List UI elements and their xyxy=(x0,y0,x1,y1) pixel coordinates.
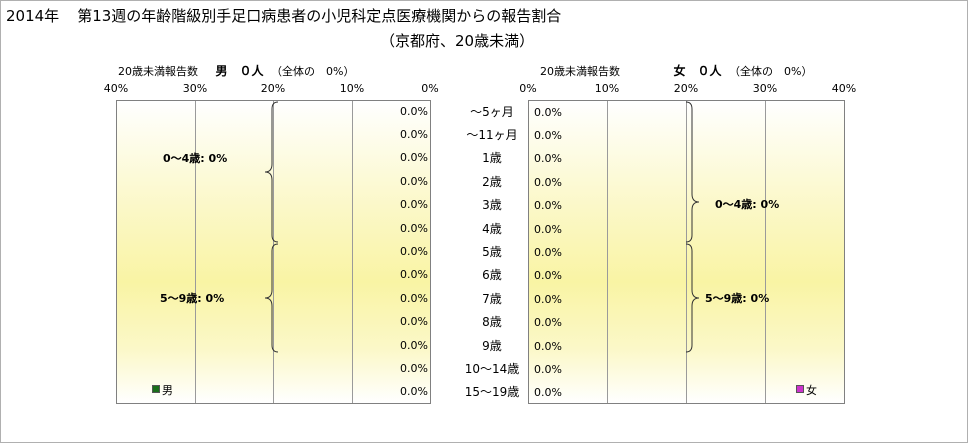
female-legend-label: 女 xyxy=(806,384,817,397)
female-legend: 女 xyxy=(796,382,817,398)
male-header-share: （全体の 0%） xyxy=(271,65,355,78)
male-value-label: 0.0% xyxy=(400,174,428,188)
female-gridline-10 xyxy=(607,101,608,403)
female-tick-10: 10% xyxy=(594,82,620,95)
female-value-label: 0.0% xyxy=(534,246,562,259)
female-value-label: 0.0% xyxy=(534,362,562,376)
female-value-label: 0.0% xyxy=(534,269,562,283)
male-plot-area xyxy=(116,100,431,404)
male-value-label: 0.0% xyxy=(400,198,428,212)
chart-title: 2014年 第13週の年齢階級別手足口病患者の小児科定点医療機関からの報告割合 xyxy=(6,5,561,26)
female-header: 20歳未満報告数 女 ０人 （全体の 0%） xyxy=(540,62,812,79)
female-header-count: 女 ０人 xyxy=(673,64,722,78)
age-category-label: 2歳 xyxy=(482,174,502,189)
female-plot-area xyxy=(528,100,845,404)
male-value-label: 0.0% xyxy=(400,361,428,375)
female-value-label: 0.0% xyxy=(534,386,562,400)
female-value-label: 0.0% xyxy=(534,222,562,236)
female-tick-20: 20% xyxy=(673,82,699,95)
male-legend-label: 男 xyxy=(162,384,173,397)
female-legend-swatch xyxy=(796,385,804,393)
female-value-label: 0.0% xyxy=(534,292,562,306)
male-value-label: 0.0% xyxy=(400,128,428,142)
age-category-label: 7歳 xyxy=(482,291,502,306)
title-main: 第13週の年齢階級別手足口病患者の小児科定点医療機関からの報告割合 xyxy=(77,7,562,25)
female-header-share: （全体の 0%） xyxy=(729,65,813,78)
male-group-0-4-label: 0～4歳: 0% xyxy=(163,152,228,165)
age-category-label: 8歳 xyxy=(482,315,502,330)
age-category-label: 6歳 xyxy=(482,268,502,283)
female-group-5-9-label: 5～9歳: 0% xyxy=(705,292,770,305)
male-brace-5-9 xyxy=(264,243,279,353)
age-category-label: 4歳 xyxy=(482,221,502,236)
male-gridline-20 xyxy=(273,101,274,403)
female-value-label: 0.0% xyxy=(534,129,562,143)
male-tick-30: 30% xyxy=(182,82,208,95)
female-value-label: 0.0% xyxy=(534,175,562,189)
male-legend: 男 xyxy=(152,382,173,398)
male-tick-40: 40% xyxy=(103,82,129,95)
male-header-label: 20歳未満報告数 xyxy=(118,65,198,78)
age-category-label: 3歳 xyxy=(482,198,502,213)
male-value-label: 0.0% xyxy=(400,268,428,282)
title-year: 2014年 xyxy=(6,7,60,25)
age-category-label: 10～14歳 xyxy=(464,361,520,376)
female-value-label: 0.0% xyxy=(534,105,562,119)
female-tick-30: 30% xyxy=(752,82,778,95)
male-tick-10: 10% xyxy=(339,82,365,95)
female-tick-0: 0% xyxy=(519,82,537,95)
male-tick-0: 0% xyxy=(421,82,439,95)
female-value-label: 0.0% xyxy=(534,316,562,330)
male-value-label: 0.0% xyxy=(400,291,428,305)
male-group-5-9-label: 5～9歳: 0% xyxy=(160,292,225,305)
age-category-label: ～11ヶ月 xyxy=(466,128,518,143)
age-category-label: 1歳 xyxy=(482,151,502,166)
female-tick-40: 40% xyxy=(831,82,857,95)
female-value-label: 0.0% xyxy=(534,199,562,213)
female-header-label: 20歳未満報告数 xyxy=(540,65,620,78)
female-gridline-20 xyxy=(686,101,687,403)
male-gridline-10 xyxy=(352,101,353,403)
male-tick-20: 20% xyxy=(260,82,286,95)
male-brace-0-4 xyxy=(264,101,279,243)
female-value-label: 0.0% xyxy=(534,152,562,166)
age-category-label: ～5ヶ月 xyxy=(470,104,514,119)
male-value-label: 0.0% xyxy=(400,385,428,399)
age-category-label: 5歳 xyxy=(482,245,502,259)
age-category-label: 9歳 xyxy=(482,338,502,353)
female-brace-5-9 xyxy=(685,243,700,353)
male-value-label: 0.0% xyxy=(400,104,428,118)
chart-subtitle: （京都府、20歳未満） xyxy=(380,32,535,50)
male-value-label: 0.0% xyxy=(400,221,428,235)
male-value-label: 0.0% xyxy=(400,151,428,165)
age-category-label: 15～19歳 xyxy=(464,385,520,400)
male-value-label: 0.0% xyxy=(400,245,428,258)
female-gridline-30 xyxy=(765,101,766,403)
female-brace-0-4 xyxy=(685,101,700,243)
male-value-label: 0.0% xyxy=(400,315,428,329)
male-header: 20歳未満報告数 男 ０人 （全体の 0%） xyxy=(118,62,354,79)
male-header-count: 男 ０人 xyxy=(215,64,264,78)
male-value-label: 0.0% xyxy=(400,338,428,352)
male-gridline-30 xyxy=(195,101,196,403)
female-group-0-4-label: 0～4歳: 0% xyxy=(715,198,780,211)
male-legend-swatch xyxy=(152,385,160,393)
female-value-label: 0.0% xyxy=(534,339,562,353)
